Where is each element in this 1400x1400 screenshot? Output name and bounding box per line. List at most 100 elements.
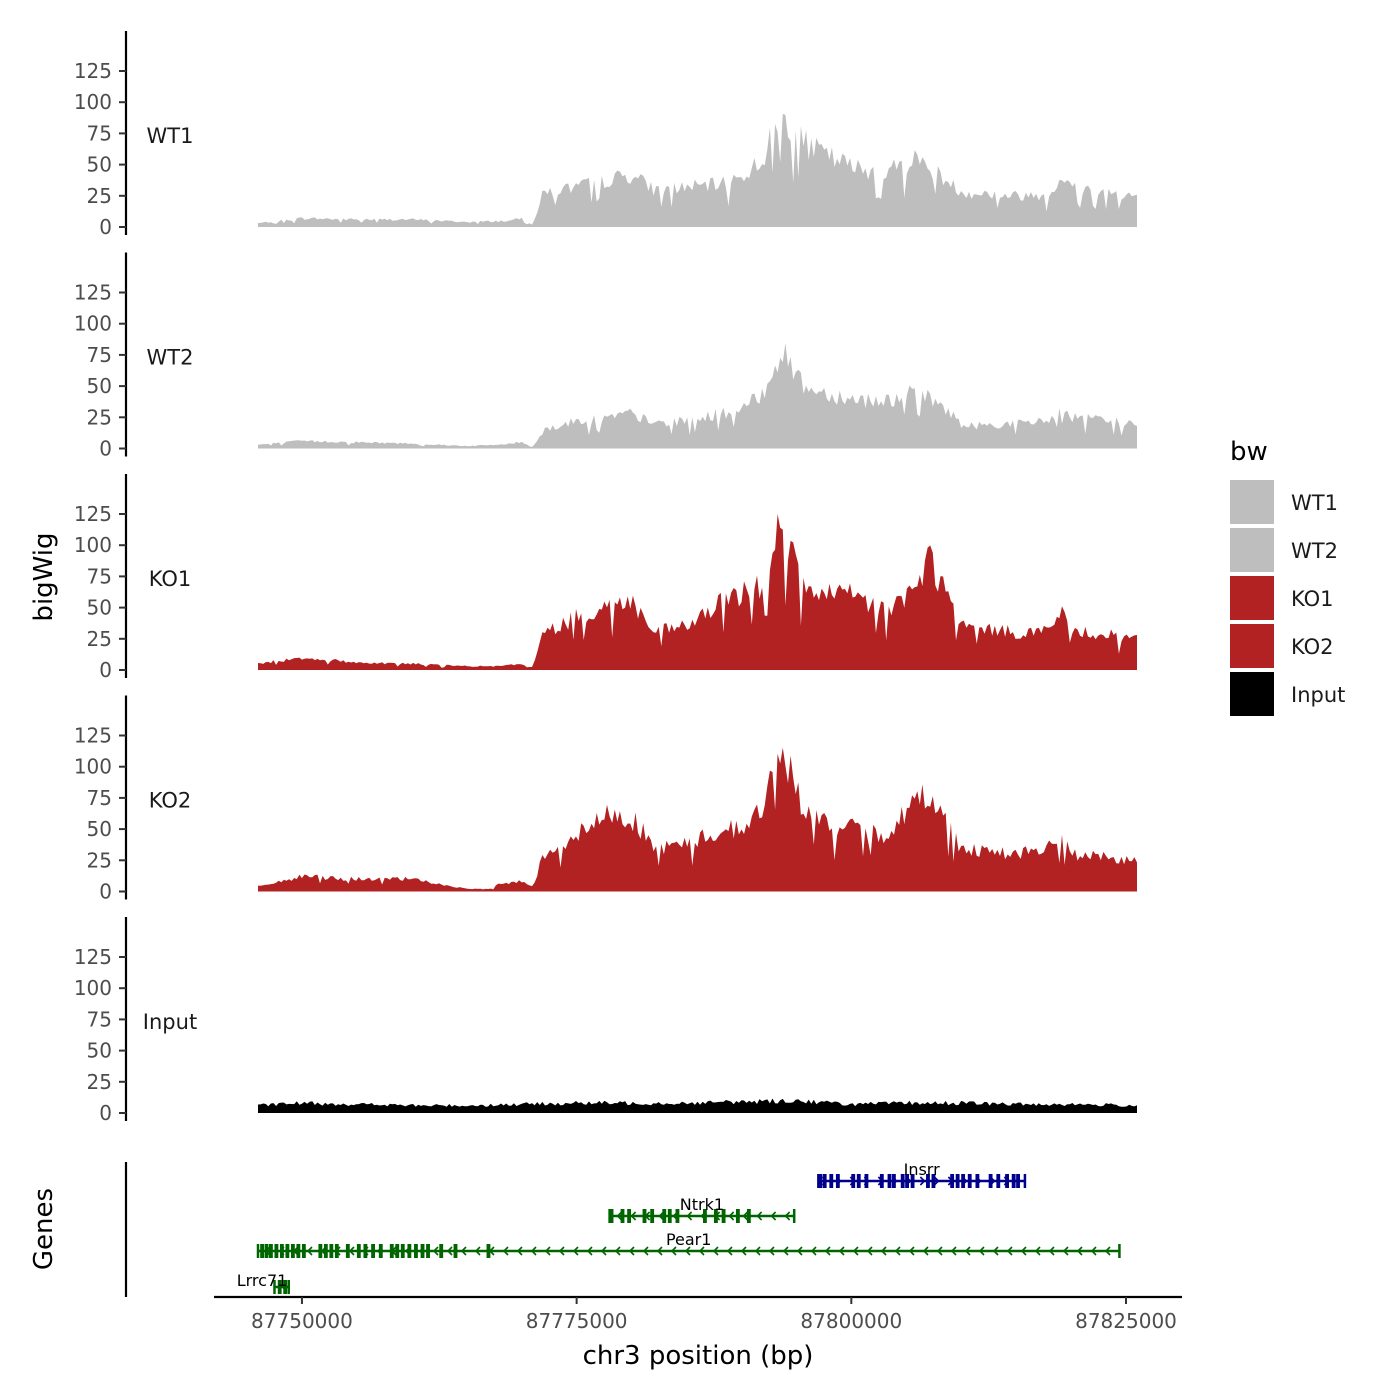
exon xyxy=(627,1209,632,1223)
strand-chevron xyxy=(784,1211,791,1221)
exon xyxy=(264,1244,269,1258)
exon xyxy=(296,1244,301,1258)
track-label: KO1 xyxy=(149,567,192,591)
strand-chevron xyxy=(894,1246,901,1256)
y-tick-label: 0 xyxy=(99,658,112,682)
strand-chevron xyxy=(460,1246,467,1256)
strand-chevron xyxy=(474,1246,481,1256)
strand-chevron xyxy=(516,1246,523,1256)
strand-chevron xyxy=(558,1246,565,1256)
exon xyxy=(856,1174,861,1188)
exon xyxy=(926,1174,930,1188)
exon xyxy=(283,1280,288,1294)
y-tick-label: 125 xyxy=(74,945,112,969)
track-label: WT2 xyxy=(147,346,194,370)
strand-chevron xyxy=(586,1246,593,1256)
y-tick-label: 100 xyxy=(74,90,112,114)
gene-pear1: Pear1 xyxy=(256,1230,1121,1258)
exon xyxy=(900,1174,905,1188)
strand-chevron xyxy=(756,1211,763,1221)
strand-chevron xyxy=(950,1246,957,1256)
exon xyxy=(318,1244,323,1258)
strand-chevron xyxy=(908,1246,915,1256)
genes-axis-title: Genes xyxy=(29,1188,59,1270)
strand-chevron xyxy=(670,1246,677,1256)
exon xyxy=(891,1174,896,1188)
track-wt1: 0 25 50 75 100 125 WT1 xyxy=(74,31,1137,239)
y-tick-label: 125 xyxy=(74,724,112,748)
legend-label-wt1: WT1 xyxy=(1291,491,1338,515)
exon xyxy=(453,1244,458,1258)
y-tick-label: 0 xyxy=(99,215,112,239)
strand-chevron xyxy=(446,1246,453,1256)
y-tick-label: 50 xyxy=(87,817,112,841)
strand-chevron xyxy=(964,1246,971,1256)
exon xyxy=(301,1244,306,1258)
strand-chevron xyxy=(880,1246,887,1256)
y-tick-label: 125 xyxy=(74,59,112,83)
legend-swatch-input xyxy=(1230,672,1274,716)
exon xyxy=(290,1244,295,1258)
exon xyxy=(414,1244,418,1258)
strand-chevron xyxy=(754,1246,761,1256)
exon xyxy=(1016,1174,1020,1188)
y-tick-label: 100 xyxy=(74,533,112,557)
exon xyxy=(420,1244,425,1258)
exon xyxy=(667,1209,672,1223)
y-tick-label: 0 xyxy=(99,437,112,461)
strand-chevron xyxy=(1020,1246,1027,1256)
exon xyxy=(323,1244,328,1258)
strand-chevron xyxy=(726,1246,733,1256)
x-tick-label: 87775000 xyxy=(526,1309,628,1333)
track-input: 0 25 50 75 100 125 Input xyxy=(74,917,1137,1125)
track-label: Input xyxy=(143,1010,197,1034)
exon xyxy=(407,1244,412,1258)
exon xyxy=(439,1244,444,1258)
exon xyxy=(650,1209,655,1223)
track-label: WT1 xyxy=(147,124,194,148)
legend-swatch-wt1 xyxy=(1230,480,1274,524)
strand-chevron xyxy=(1062,1246,1069,1256)
strand-chevron xyxy=(838,1246,845,1256)
x-tick-label: 87750000 xyxy=(251,1309,353,1333)
y-tick-label: 25 xyxy=(87,627,112,651)
exon xyxy=(279,1244,284,1258)
exon xyxy=(675,1209,680,1223)
strand-chevron xyxy=(936,1246,943,1256)
y-tick-label: 50 xyxy=(87,596,112,620)
track-ko2: 0 25 50 75 100 125 KO2 xyxy=(74,695,1137,904)
y-tick-label: 0 xyxy=(99,880,112,904)
exon xyxy=(910,1174,915,1188)
gene-insrr: Insrr xyxy=(817,1160,1027,1188)
y-axis-title: bigWig xyxy=(29,532,59,621)
strand-chevron xyxy=(712,1246,719,1256)
exon xyxy=(1005,1174,1009,1188)
y-tick-label: 50 xyxy=(87,1039,112,1063)
y-tick-label: 125 xyxy=(74,502,112,526)
x-axis: 87750000 87775000 87800000 87825000 xyxy=(214,1295,1182,1333)
legend-swatch-ko1 xyxy=(1230,576,1274,620)
strand-chevron xyxy=(782,1246,789,1256)
legend-label-input: Input xyxy=(1291,683,1345,707)
y-tick-label: 75 xyxy=(87,564,112,588)
exon xyxy=(746,1209,751,1223)
strand-chevron xyxy=(1076,1246,1083,1256)
legend: bw WT1 WT2 KO1 KO2 Input xyxy=(1230,437,1345,716)
y-tick-label: 75 xyxy=(87,1007,112,1031)
gene-label: Lrrc71 xyxy=(237,1271,288,1290)
strand-chevron xyxy=(1104,1246,1111,1256)
exon xyxy=(356,1244,361,1258)
exon xyxy=(363,1244,368,1258)
legend-title: bw xyxy=(1230,437,1268,467)
strand-chevron xyxy=(742,1211,749,1221)
strand-chevron xyxy=(530,1246,537,1256)
exon xyxy=(285,1244,290,1258)
exon xyxy=(395,1244,400,1258)
strand-chevron xyxy=(544,1246,551,1256)
exon xyxy=(389,1244,394,1258)
exon xyxy=(713,1209,718,1223)
exon xyxy=(822,1174,827,1188)
exon xyxy=(851,1174,856,1188)
exon xyxy=(931,1174,936,1188)
